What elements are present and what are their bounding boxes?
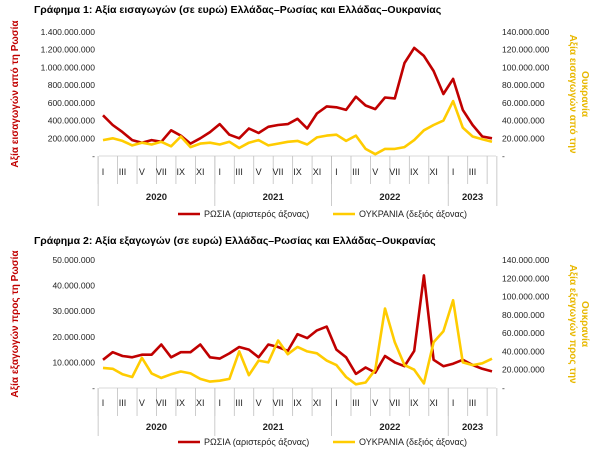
- ukraine-series-line: [102, 298, 493, 386]
- right-tick-label: 100.000.000: [502, 62, 550, 72]
- legend-label: ΟΥΚΡΑΝΙΑ (δεξιός άξονας): [359, 209, 467, 219]
- right-axis-label: Ουκρανία: [579, 301, 590, 348]
- month-label: III: [469, 167, 477, 177]
- month-label: I: [335, 398, 338, 408]
- left-tick-label: 400.000.000: [48, 116, 96, 126]
- right-tick-label: 20.000.000: [502, 365, 545, 375]
- month-label: XI: [313, 398, 322, 408]
- left-tick-label: 20.000.000: [52, 332, 95, 342]
- month-label: I: [452, 167, 455, 177]
- month-label: IX: [410, 398, 419, 408]
- chart-title: Γράφημα 2: Αξία εξαγωγών (σε ευρώ) Ελλάδ…: [34, 235, 436, 247]
- year-label: 2021: [263, 422, 285, 433]
- chart-title: Γράφημα 1: Αξία εισαγωγών (σε ευρώ) Ελλά…: [34, 4, 442, 16]
- month-label: III: [352, 167, 360, 177]
- right-tick-label: 60.000.000: [502, 328, 545, 338]
- month-label: XI: [196, 167, 205, 177]
- month-label: I: [102, 398, 105, 408]
- right-tick-label: 140.000.000: [502, 27, 550, 37]
- month-label: VII: [156, 167, 167, 177]
- month-label: V: [372, 398, 378, 408]
- month-label: XI: [196, 398, 205, 408]
- month-label: XI: [429, 167, 438, 177]
- right-axis-label: Αξία εξαγωγών προς την: [567, 264, 578, 383]
- month-label: III: [235, 398, 243, 408]
- month-label: VII: [273, 167, 284, 177]
- right-tick-label: 60.000.000: [502, 98, 545, 108]
- month-label: V: [139, 167, 145, 177]
- legend-label: ΡΩΣΙΑ (αριστερός άξονας): [204, 209, 309, 219]
- right-tick-label: 120.000.000: [502, 45, 550, 55]
- year-label: 2021: [263, 192, 285, 203]
- month-label: VII: [156, 398, 167, 408]
- right-tick-label: 40.000.000: [502, 116, 545, 126]
- month-label: III: [119, 398, 127, 408]
- month-label: III: [352, 398, 360, 408]
- legend-label: ΟΥΚΡΑΝΙΑ (δεξιός άξονας): [359, 437, 467, 447]
- right-tick-label: -: [502, 151, 505, 161]
- month-label: V: [372, 167, 378, 177]
- exports-chart-panel: Γράφημα 2: Αξία εξαγωγών (σε ευρώ) Ελλάδ…: [0, 230, 600, 462]
- left-tick-label: -: [92, 151, 95, 161]
- month-label: V: [256, 398, 262, 408]
- legend-label: ΡΩΣΙΑ (αριστερός άξονας): [204, 437, 309, 447]
- month-label: V: [256, 167, 262, 177]
- imports-chart-panel: Γράφημα 1: Αξία εισαγωγών (σε ευρώ) Ελλά…: [0, 0, 600, 228]
- month-label: V: [139, 398, 145, 408]
- left-axis-label: Αξία εξαγωγών προς τη Ρωσία: [10, 250, 21, 398]
- left-tick-label: 30.000.000: [52, 306, 95, 316]
- month-label: I: [102, 167, 105, 177]
- ukraine-series-line: [102, 99, 493, 156]
- year-label: 2023: [462, 192, 483, 203]
- month-label: III: [119, 167, 127, 177]
- left-tick-label: 1.200.000.000: [41, 45, 96, 55]
- month-label: VII: [273, 398, 284, 408]
- left-tick-label: 200.000.000: [48, 133, 96, 143]
- month-label: VII: [389, 167, 400, 177]
- year-label: 2020: [146, 422, 167, 433]
- year-label: 2022: [379, 422, 400, 433]
- year-label: 2023: [462, 422, 483, 433]
- russia-series-line: [102, 274, 493, 376]
- left-tick-label: 1.400.000.000: [41, 27, 96, 37]
- left-tick-label: 40.000.000: [52, 281, 95, 291]
- month-label: IX: [410, 167, 419, 177]
- month-label: XI: [313, 167, 322, 177]
- russia-series-line: [102, 46, 493, 145]
- left-tick-label: -: [92, 383, 95, 393]
- right-axis-label: Ουκρανία: [579, 71, 590, 118]
- month-label: IX: [293, 398, 302, 408]
- imports-chart: - 200.000.000 400.000.000 600.000.000 800.00…: [10, 20, 590, 219]
- left-axis-label: Αξία εισαγωγών από τη Ρωσία: [10, 20, 21, 168]
- right-tick-label: -: [502, 383, 505, 393]
- left-tick-label: 1.000.000.000: [41, 62, 96, 72]
- left-tick-label: 600.000.000: [48, 98, 96, 108]
- left-tick-label: 10.000.000: [52, 357, 95, 367]
- month-label: I: [218, 167, 221, 177]
- right-tick-label: 80.000.000: [502, 310, 545, 320]
- exports-chart: - 10.000.000 20.000.000 30.000.000 40.000.00…: [10, 250, 590, 447]
- month-label: III: [235, 167, 243, 177]
- right-tick-label: 20.000.000: [502, 133, 545, 143]
- left-tick-label: 800.000.000: [48, 80, 96, 90]
- right-tick-label: 120.000.000: [502, 273, 550, 283]
- month-label: I: [218, 398, 221, 408]
- right-tick-label: 80.000.000: [502, 80, 545, 90]
- right-tick-label: 140.000.000: [502, 255, 550, 265]
- month-label: III: [469, 398, 477, 408]
- left-tick-label: 50.000.000: [52, 255, 95, 265]
- month-label: XI: [429, 398, 438, 408]
- month-label: I: [335, 167, 338, 177]
- right-axis-label: Αξία εισαγωγών από την: [567, 34, 578, 154]
- month-label: IX: [177, 398, 186, 408]
- right-tick-label: 40.000.000: [502, 346, 545, 356]
- year-label: 2020: [146, 192, 167, 203]
- month-label: IX: [177, 167, 186, 177]
- month-label: IX: [293, 167, 302, 177]
- month-label: I: [452, 398, 455, 408]
- month-label: VII: [389, 398, 400, 408]
- right-tick-label: 100.000.000: [502, 292, 550, 302]
- year-label: 2022: [379, 192, 400, 203]
